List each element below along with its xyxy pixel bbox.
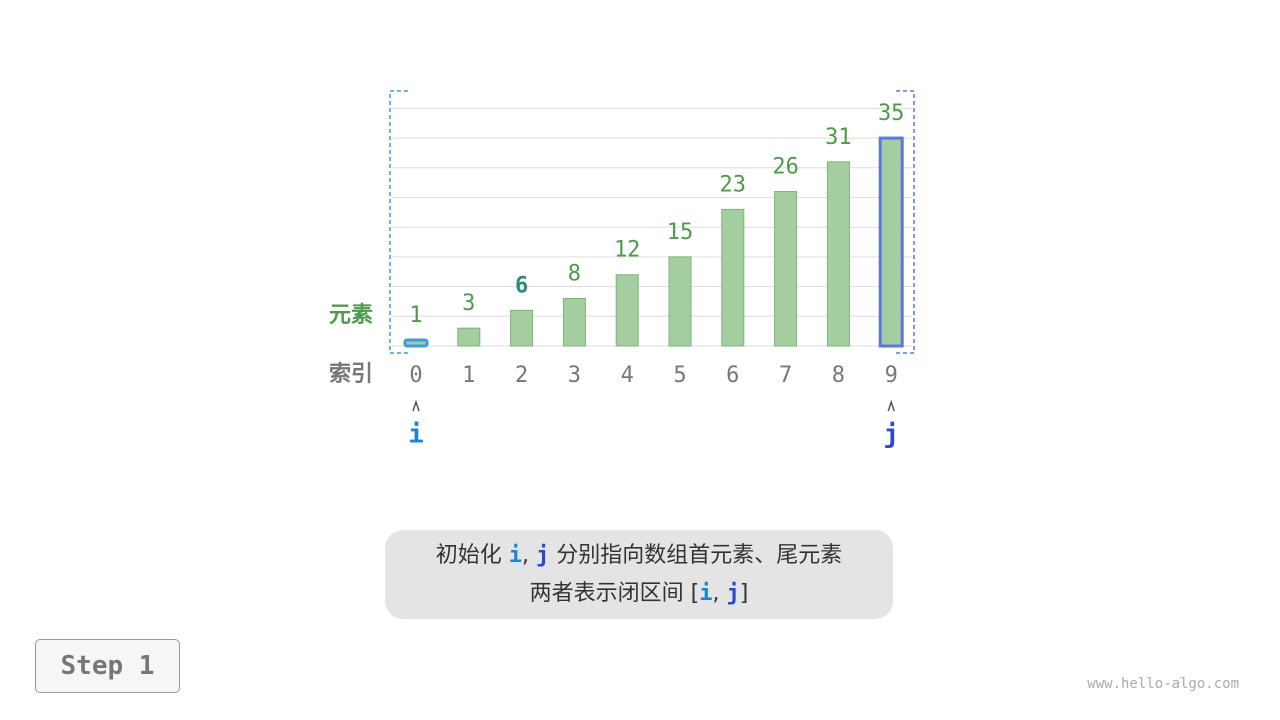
index-label: 7 xyxy=(779,363,792,388)
left-bracket xyxy=(389,90,408,354)
index-label: 8 xyxy=(832,363,845,388)
value-label: 8 xyxy=(568,261,581,286)
bar xyxy=(774,191,798,347)
caption-text: 初始化 xyxy=(435,543,509,568)
bar xyxy=(615,274,639,347)
value-label: 6 xyxy=(515,273,528,298)
bar xyxy=(510,309,534,347)
index-label: 2 xyxy=(515,363,528,388)
index-label: 3 xyxy=(568,363,581,388)
value-label: 15 xyxy=(667,220,694,245)
watermark: www.hello-algo.com xyxy=(1087,676,1239,692)
right-bracket xyxy=(896,90,915,354)
value-label: 35 xyxy=(878,101,905,126)
caption-text: 两者表示闭区间 [ xyxy=(529,581,700,606)
bar xyxy=(668,256,692,347)
index-label: 5 xyxy=(673,363,686,388)
arrow-up-icon xyxy=(412,399,420,412)
indices-label: 索引 xyxy=(329,362,373,387)
index-label: 6 xyxy=(726,363,739,388)
index-label: 0 xyxy=(409,363,422,388)
caption-i: i xyxy=(699,581,713,606)
caption-j: j xyxy=(536,543,550,568)
elements-label: 元素 xyxy=(329,302,373,328)
bar xyxy=(826,161,850,347)
index-label: 9 xyxy=(885,363,898,388)
pointer-j: j xyxy=(883,420,899,450)
bar-j xyxy=(878,136,904,348)
bar-i xyxy=(403,338,429,348)
caption-text: 分别指向数组首元素、尾元素 xyxy=(549,543,843,568)
value-label: 3 xyxy=(462,291,475,316)
bar xyxy=(457,327,481,347)
pointer-i: i xyxy=(408,420,424,450)
caption-j: j xyxy=(726,581,740,606)
value-label: 1 xyxy=(409,303,422,328)
value-label: 31 xyxy=(825,125,852,150)
arrow-up-icon xyxy=(887,399,895,412)
caption-comma: , xyxy=(522,543,536,568)
caption-box: 初始化 i, j 分别指向数组首元素、尾元素 两者表示闭区间 [i, j] xyxy=(385,530,893,619)
bar xyxy=(562,297,586,347)
index-label: 4 xyxy=(621,363,634,388)
value-label: 12 xyxy=(614,238,641,263)
step-button[interactable]: Step 1 xyxy=(35,639,180,693)
caption-comma: , xyxy=(712,581,727,606)
value-label: 23 xyxy=(720,172,747,197)
caption-text: ] xyxy=(739,581,749,606)
caption-i: i xyxy=(508,543,522,568)
index-label: 1 xyxy=(462,363,475,388)
value-label: 26 xyxy=(772,155,799,180)
bar xyxy=(721,208,745,347)
